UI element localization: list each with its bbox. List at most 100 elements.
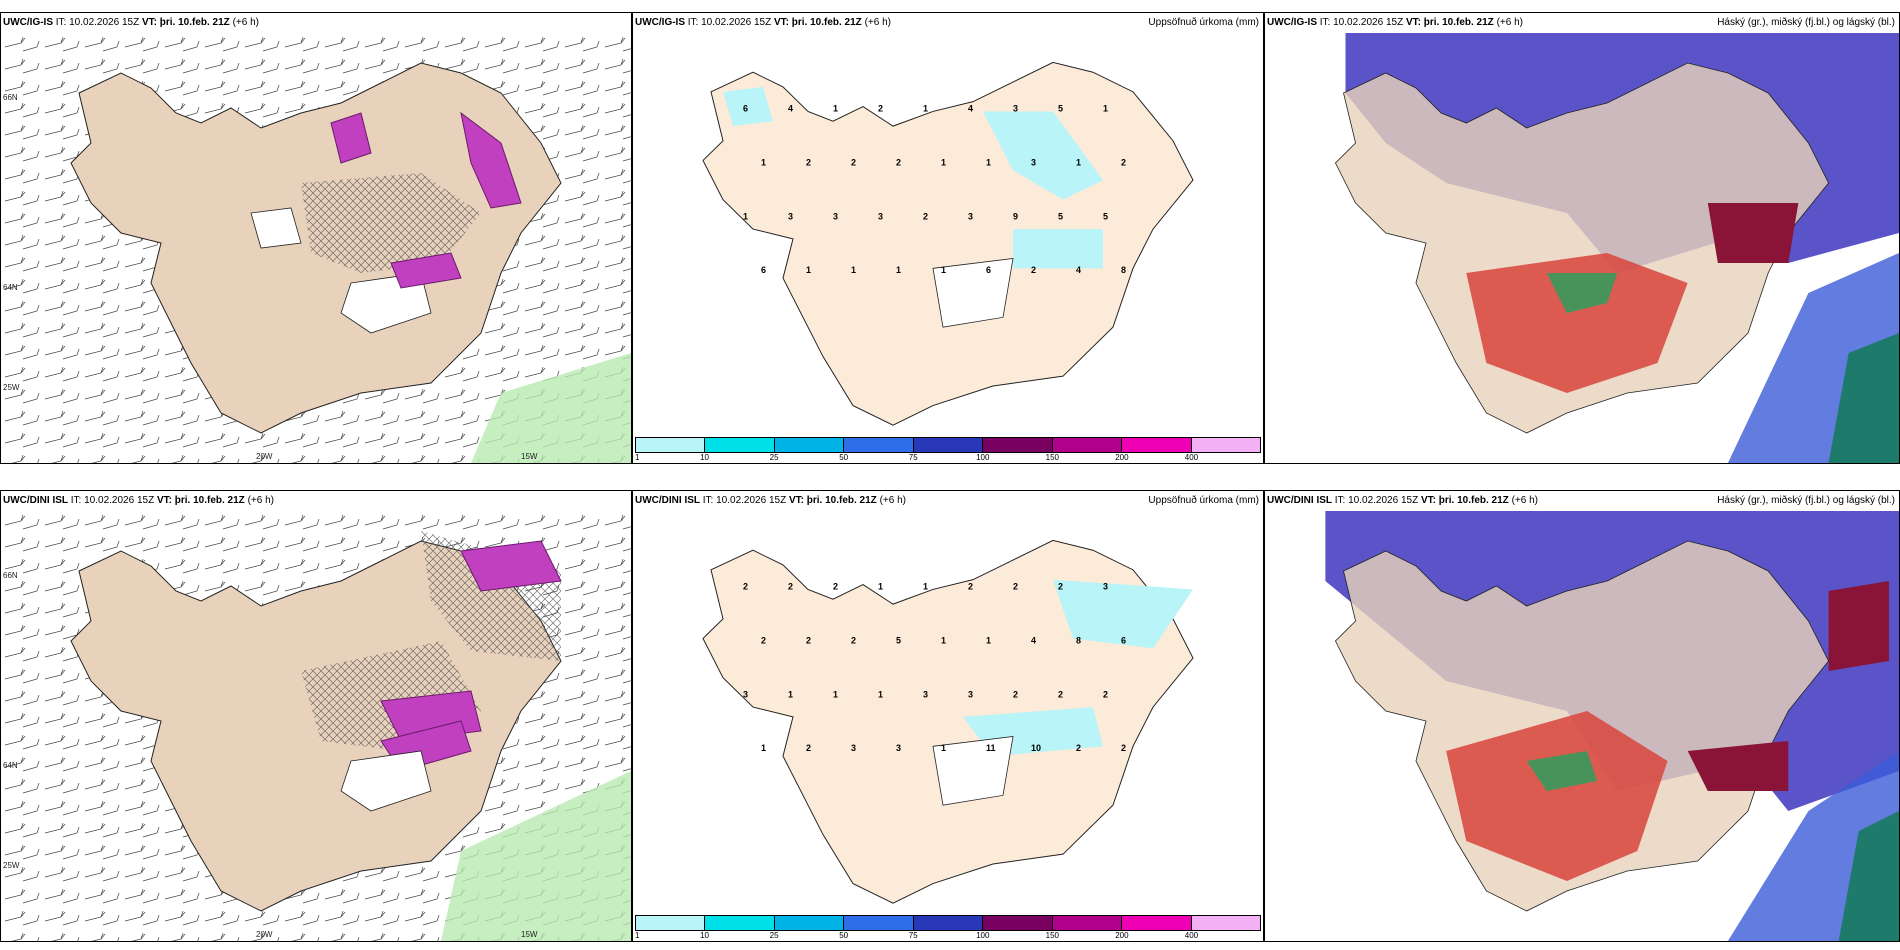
legend-tick: 10 (700, 931, 709, 940)
precip-value-label: 1 (941, 265, 946, 275)
legend-swatch (913, 916, 984, 930)
lat-label-66n: 66N (3, 93, 18, 102)
precip-value-label: 8 (1121, 265, 1126, 275)
precip-value-label: 4 (968, 104, 973, 114)
precip-value-label: 5 (896, 635, 901, 645)
lon-label-15w: 15W (521, 452, 538, 461)
precip-value-label: 2 (833, 582, 838, 592)
panel-title: UWC/IG-IS IT: 10.02.2026 15Z VT: þri. 10… (3, 17, 259, 28)
iceland-land (702, 61, 1194, 426)
legend-swatch (1191, 438, 1260, 452)
precip-value-label: 1 (986, 157, 991, 167)
precip-value-label: 1 (851, 265, 856, 275)
precip-value-label: 2 (1121, 743, 1126, 753)
wind-map (1, 511, 631, 941)
legend-tick: 150 (1045, 931, 1060, 940)
precip-value-label: 1 (986, 635, 991, 645)
cloud-map (1265, 511, 1899, 941)
lat-label-64n: 64N (3, 761, 18, 770)
precip-title: Uppsöfnuð úrkoma (mm) (1148, 17, 1259, 28)
precip-value-label: 2 (1121, 157, 1126, 167)
precip-value-label: 2 (1103, 689, 1108, 699)
legend-swatch (844, 438, 914, 452)
precip-value-label: 1 (761, 157, 766, 167)
precip-value-label: 1 (941, 743, 946, 753)
precip-value-label: 1 (923, 582, 928, 592)
panel-wind-bottom: UWC/DINI ISL IT: 10.02.2026 15Z VT: þri.… (0, 490, 632, 942)
precip-value-label: 2 (761, 635, 766, 645)
legend-tick: 200 (1115, 453, 1129, 462)
precip-value-label: 2 (1031, 265, 1036, 275)
precip-value-label: 3 (788, 211, 793, 221)
precip-value-label: 3 (1013, 104, 1018, 114)
legend-swatch (774, 916, 845, 930)
legend-tick: 100 (976, 931, 990, 940)
precip-value-label: 3 (1031, 157, 1036, 167)
precip-value-label: 2 (878, 104, 883, 114)
legend-swatch (774, 438, 845, 452)
precip-value-label: 2 (806, 635, 811, 645)
precip-legend: 1 10 25 50 75 100 150 200 400 (635, 437, 1261, 462)
precip-value-label: 6 (1121, 635, 1126, 645)
legend-swatch (1052, 916, 1123, 930)
wind-map (1, 33, 631, 463)
precip-value-label: 3 (968, 211, 973, 221)
precip-value-label: 1 (743, 211, 748, 221)
precip-value-label: 3 (896, 743, 901, 753)
precip-value-label: 5 (1058, 211, 1063, 221)
precip-value-label: 5 (1058, 104, 1063, 114)
lat-label-64n: 64N (3, 283, 18, 292)
precip-value-label: 10 (1031, 743, 1041, 753)
legend-swatch (983, 438, 1053, 452)
legend-swatch (913, 438, 984, 452)
precip-value-label: 3 (743, 689, 748, 699)
lon-label-20w: 20W (256, 930, 273, 939)
precip-value-label: 2 (1076, 743, 1081, 753)
legend-tick: 25 (769, 453, 779, 462)
legend-tick: 50 (839, 931, 849, 940)
precip-value-label: 2 (806, 743, 811, 753)
panel-title: UWC/IG-IS IT: 10.02.2026 15Z VT: þri. 10… (1267, 17, 1523, 28)
precip-value-label: 1 (941, 635, 946, 645)
precip-value-label: 5 (1103, 211, 1108, 221)
precip-map: 6 4 1 2 1 4 3 5 1 1 2 2 2 1 1 3 1 2 1 3 3 3 2 3 9 5 5 6 1 1 1 1 6 2 4 8 (633, 33, 1263, 435)
precip-value-label: 1 (878, 689, 883, 699)
precip-value-label: 2 (743, 582, 748, 592)
precip-value-label: 2 (851, 157, 856, 167)
legend-swatch (1191, 916, 1260, 930)
precip-value-label: 4 (788, 104, 793, 114)
legend-swatch (705, 438, 775, 452)
lon-label-15w: 15W (521, 930, 538, 939)
legend-tick: 75 (908, 931, 918, 940)
legend-tick: 10 (700, 453, 709, 462)
panel-title: UWC/DINI ISL IT: 10.02.2026 15Z VT: þri.… (635, 495, 906, 506)
precip-value-label: 2 (806, 157, 811, 167)
precip-value-label: 1 (941, 157, 946, 167)
lon-label-25w: 25W (3, 861, 20, 870)
precip-value-label: 1 (833, 689, 838, 699)
legend-swatch (636, 438, 706, 452)
precip-value-label: 6 (761, 265, 766, 275)
panel-precip-top: UWC/IG-IS IT: 10.02.2026 15Z VT: þri. 10… (632, 12, 1264, 464)
precip-value-label: 2 (1013, 689, 1018, 699)
precip-value-label: 1 (788, 689, 793, 699)
precip-value-label: 6 (743, 104, 748, 114)
precip-value-label: 1 (761, 743, 766, 753)
precip-value-label: 1 (878, 582, 883, 592)
panel-cloud-top: UWC/IG-IS IT: 10.02.2026 15Z VT: þri. 10… (1264, 12, 1900, 464)
iceland-land (70, 540, 562, 912)
precip-title: Uppsöfnuð úrkoma (mm) (1148, 495, 1259, 506)
precip-value-label: 3 (923, 689, 928, 699)
precip-value-label: 3 (1103, 582, 1108, 592)
precip-value-label: 3 (968, 689, 973, 699)
cloud-title: Háský (gr.), miðský (fj.bl.) og lágský (… (1717, 17, 1895, 28)
legend-swatch (983, 916, 1053, 930)
panel-wind-top: UWC/IG-IS IT: 10.02.2026 15Z VT: þri. 10… (0, 12, 632, 464)
precip-value-label: 3 (833, 211, 838, 221)
precip-value-label: 1 (896, 265, 901, 275)
precip-value-label: 1 (806, 265, 811, 275)
legend-swatch (1122, 916, 1192, 930)
legend-tick: 400 (1184, 931, 1199, 940)
legend-swatch (705, 916, 775, 930)
legend-tick: 150 (1045, 453, 1060, 462)
